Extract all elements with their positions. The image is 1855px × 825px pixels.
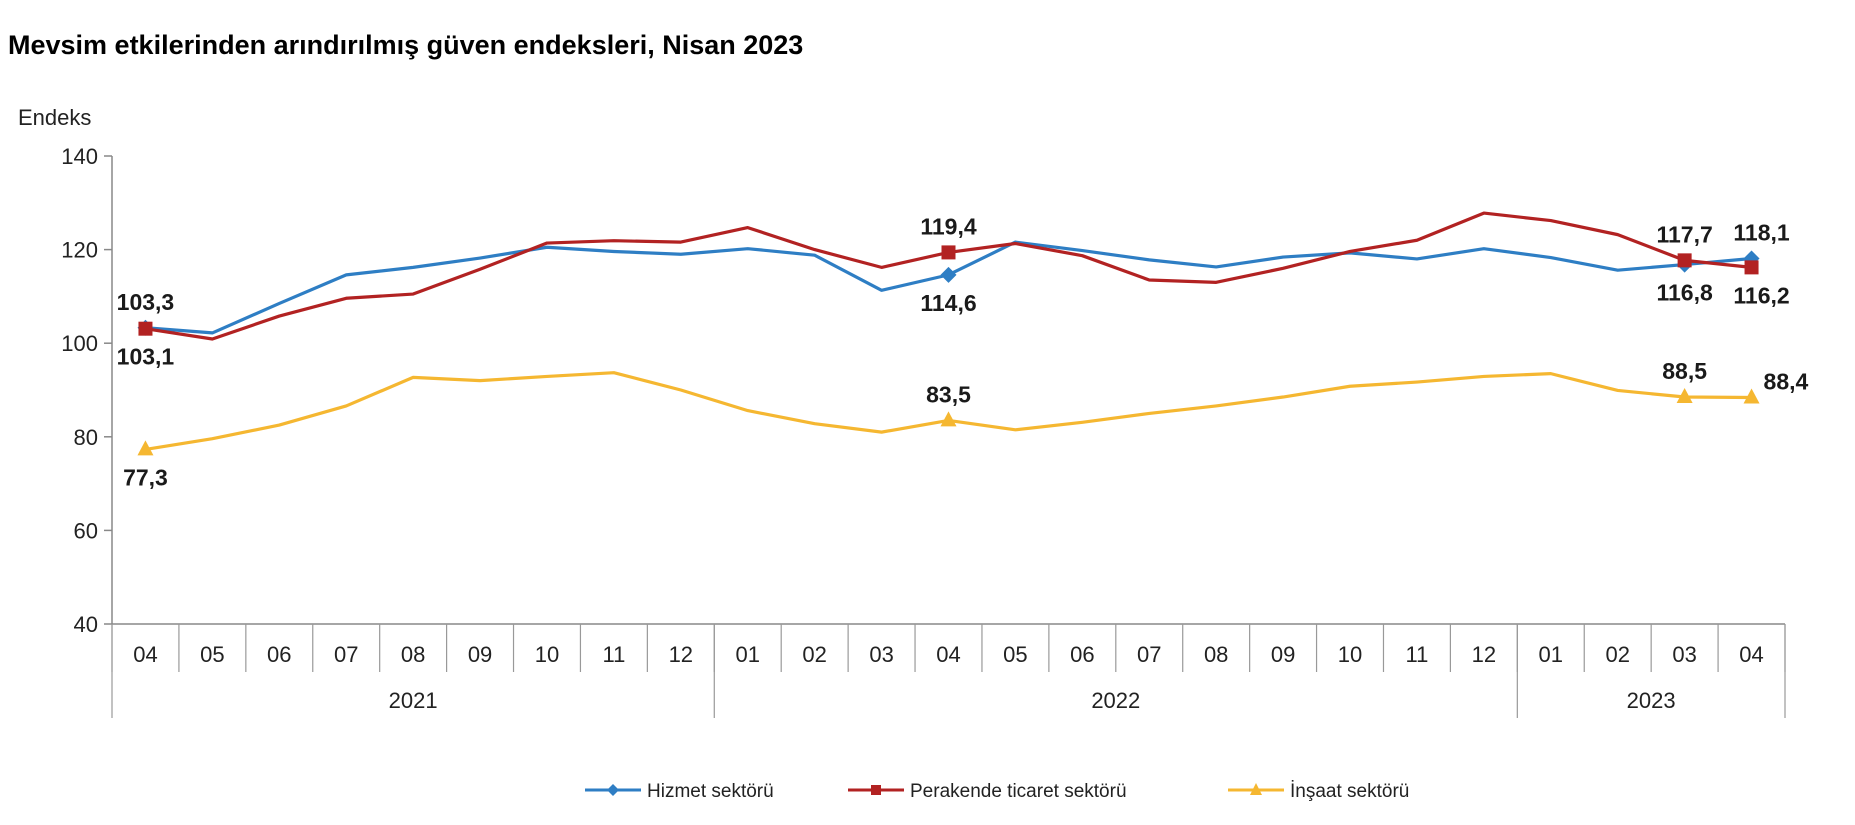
- data-label: 117,7: [1656, 221, 1712, 247]
- data-point-marker: [1677, 253, 1692, 268]
- data-label: 119,4: [920, 213, 976, 239]
- legend-item: Perakende ticaret sektörü: [848, 781, 1127, 802]
- legend-label: Perakende ticaret sektörü: [910, 781, 1127, 802]
- data-label: 103,3: [117, 289, 175, 315]
- data-point-marker: [1676, 388, 1693, 404]
- x-tick-label: 12: [1472, 642, 1496, 667]
- x-tick-label: 09: [1271, 642, 1295, 667]
- y-tick-label: 80: [74, 425, 98, 450]
- series-square: [138, 211, 1759, 341]
- x-tick-label: 07: [334, 642, 358, 667]
- x-tick-label: 06: [267, 642, 291, 667]
- legend-item: İnşaat sektörü: [1228, 781, 1409, 802]
- x-year-label: 2023: [1627, 688, 1676, 713]
- data-label: 116,2: [1733, 282, 1789, 308]
- x-tick-label: 11: [602, 642, 625, 667]
- x-tick-label: 08: [401, 642, 425, 667]
- data-label: 77,3: [123, 464, 168, 490]
- x-tick-label: 03: [869, 642, 893, 667]
- y-tick-label: 40: [74, 612, 98, 637]
- x-tick-label: 09: [468, 642, 492, 667]
- axes: 40 60 80 100 120 140 Endeks 04 05 06 07 08 09 10 11 12 0…: [18, 105, 1786, 718]
- y-tick-label: 120: [61, 238, 98, 263]
- series-triangle: [137, 371, 1760, 456]
- data-label: 88,4: [1764, 368, 1809, 394]
- x-tick-label: 12: [669, 642, 693, 667]
- x-tick-label: 02: [802, 642, 826, 667]
- data-labels: 103,3 114,6 116,8 118,1 103,1 119,4 117,7 116,2…: [117, 213, 1809, 490]
- chart-title: Mevsim etkilerinden arındırılmış güven e…: [8, 30, 804, 60]
- data-label: 118,1: [1733, 219, 1789, 245]
- data-label: 103,1: [117, 344, 175, 370]
- series-layer: [137, 211, 1760, 456]
- data-label: 116,8: [1656, 280, 1712, 306]
- data-label: 114,6: [920, 290, 976, 316]
- legend-marker: [1250, 783, 1262, 795]
- data-label: 83,5: [926, 381, 971, 407]
- x-tick-label: 10: [1338, 642, 1362, 667]
- x-tick-label: 08: [1204, 642, 1228, 667]
- legend-label: Hizmet sektörü: [647, 781, 774, 802]
- x-tick-label: 05: [1003, 642, 1027, 667]
- x-year-label: 2021: [389, 688, 438, 713]
- data-point-marker: [1743, 388, 1760, 404]
- x-tick-label: 04: [133, 642, 157, 667]
- x-tick-label: 05: [200, 642, 224, 667]
- data-point-marker: [941, 245, 956, 260]
- data-point-marker: [940, 411, 957, 427]
- x-tick-label: 07: [1137, 642, 1161, 667]
- data-point-marker: [137, 440, 154, 456]
- x-tick-label: 10: [535, 642, 559, 667]
- x-tick-label: 01: [1539, 642, 1563, 667]
- legend: Hizmet sektörü Perakende ticaret sektörü İ…: [585, 781, 1409, 802]
- data-point-marker: [138, 321, 153, 336]
- x-tick-label: 01: [735, 642, 759, 667]
- legend-marker: [607, 784, 619, 796]
- y-tick-label: 140: [61, 144, 98, 169]
- x-tick-label: 11: [1406, 642, 1429, 667]
- legend-item: Hizmet sektörü: [585, 781, 774, 802]
- data-point-marker: [940, 266, 957, 283]
- y-axis-label: Endeks: [18, 105, 91, 130]
- data-point-marker: [1744, 260, 1759, 275]
- x-year-label: 2022: [1091, 688, 1140, 713]
- x-tick-label: 02: [1605, 642, 1629, 667]
- legend-label: İnşaat sektörü: [1290, 781, 1409, 802]
- data-label: 88,5: [1662, 358, 1707, 384]
- x-tick-label: 04: [936, 642, 960, 667]
- legend-marker: [871, 785, 881, 795]
- x-tick-label: 03: [1672, 642, 1696, 667]
- x-tick-label: 04: [1739, 642, 1763, 667]
- y-tick-label: 60: [74, 518, 98, 543]
- y-tick-label: 100: [61, 331, 98, 356]
- x-tick-label: 06: [1070, 642, 1094, 667]
